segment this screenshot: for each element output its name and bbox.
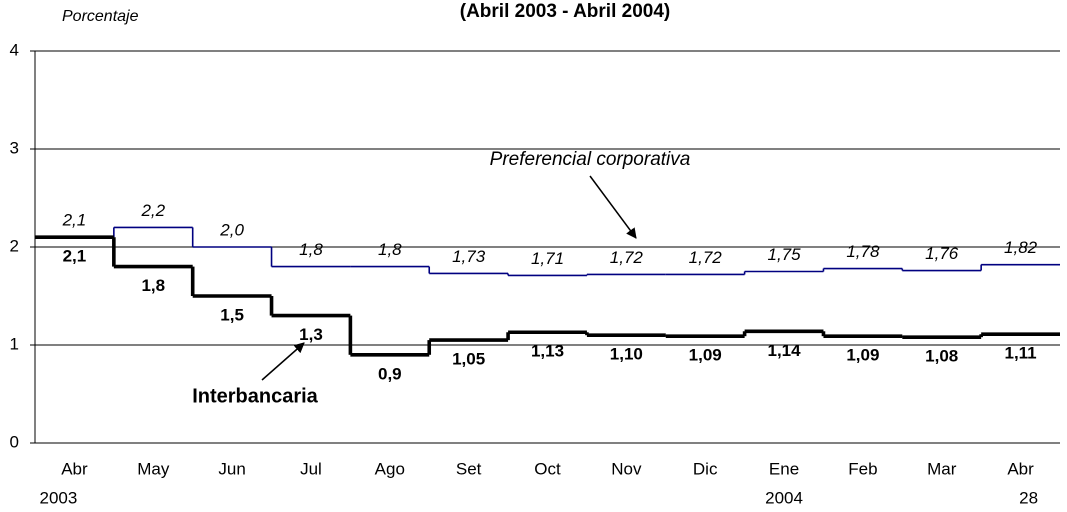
x-tick-label: Set bbox=[456, 459, 482, 478]
x-tick-label: Abr bbox=[61, 459, 88, 478]
annotation-arrow bbox=[589, 175, 637, 239]
x-tick-label: Ene bbox=[769, 459, 799, 478]
x-tick-sublabel: 28 bbox=[1019, 488, 1038, 507]
data-label: 1,76 bbox=[925, 244, 959, 263]
data-label: 1,10 bbox=[610, 345, 643, 364]
data-label: 1,08 bbox=[925, 347, 958, 366]
data-label: 1,11 bbox=[1004, 344, 1036, 363]
data-label: 1,8 bbox=[378, 240, 402, 259]
data-label: 1,72 bbox=[689, 248, 723, 267]
x-tick-label: Ago bbox=[375, 459, 405, 478]
data-label: 2,1 bbox=[63, 247, 87, 266]
series-annotation: Preferencial corporativa bbox=[490, 149, 691, 170]
y-tick-label: 4 bbox=[10, 40, 19, 59]
y-axis-label: Porcentaje bbox=[62, 8, 139, 25]
data-label: 1,09 bbox=[689, 346, 722, 365]
data-label: 1,13 bbox=[531, 342, 564, 361]
annotation-arrow bbox=[261, 342, 305, 381]
data-label: 1,14 bbox=[767, 341, 801, 360]
y-tick-label: 1 bbox=[10, 334, 19, 353]
x-tick-label: Oct bbox=[534, 459, 561, 478]
x-tick-label: Dic bbox=[693, 459, 718, 478]
x-tick-label: Abr bbox=[1007, 459, 1034, 478]
y-tick-label: 2 bbox=[10, 236, 19, 255]
x-tick-label: Feb bbox=[848, 459, 877, 478]
series-annotation: Interbancaria bbox=[192, 385, 318, 407]
x-tick-label: May bbox=[137, 459, 170, 478]
data-label: 1,75 bbox=[767, 245, 801, 264]
data-label: 2,1 bbox=[62, 211, 87, 230]
x-tick-sublabel: 2004 bbox=[765, 488, 803, 507]
chart-title: (Abril 2003 - Abril 2004) bbox=[460, 1, 670, 22]
data-label: 1,72 bbox=[610, 248, 644, 267]
data-label: 1,09 bbox=[846, 346, 879, 365]
y-tick-label: 3 bbox=[10, 138, 19, 157]
data-label: 1,05 bbox=[452, 350, 485, 369]
data-label: 0,9 bbox=[378, 364, 402, 383]
data-label: 1,3 bbox=[299, 325, 323, 344]
data-label: 2,0 bbox=[219, 220, 244, 239]
data-label: 1,71 bbox=[531, 249, 564, 268]
data-label: 1,73 bbox=[452, 247, 486, 266]
data-label: 1,5 bbox=[220, 305, 244, 324]
x-tick-label: Nov bbox=[611, 459, 642, 478]
data-label: 2,2 bbox=[140, 201, 165, 220]
x-tick-label: Jun bbox=[218, 459, 245, 478]
data-label: 1,8 bbox=[141, 276, 165, 295]
data-label: 1,82 bbox=[1004, 238, 1038, 257]
x-tick-sublabel: 2003 bbox=[40, 488, 78, 507]
y-tick-label: 0 bbox=[10, 432, 19, 451]
x-tick-label: Mar bbox=[927, 459, 957, 478]
data-label: 1,8 bbox=[299, 240, 323, 259]
x-tick-label: Jul bbox=[300, 459, 322, 478]
data-label: 1,78 bbox=[846, 242, 880, 261]
